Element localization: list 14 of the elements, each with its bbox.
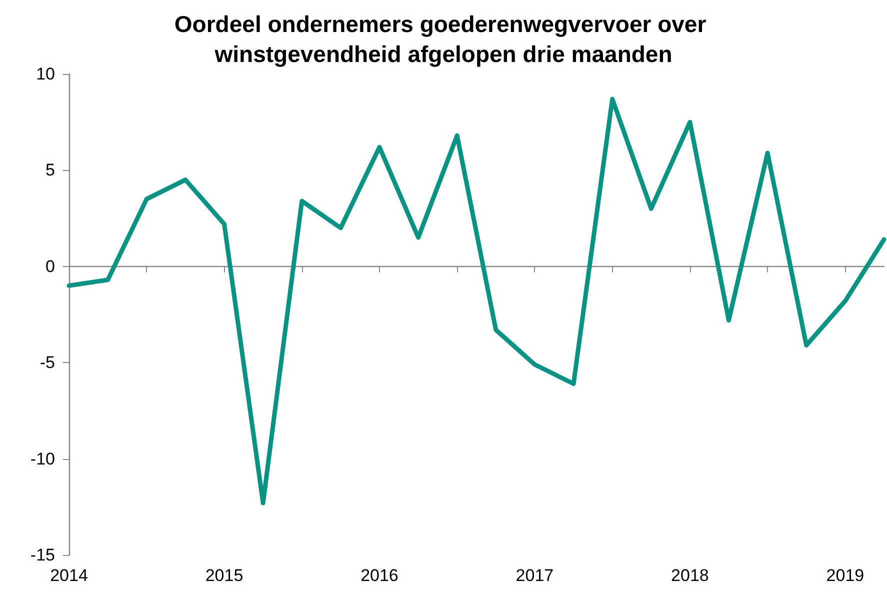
y-tick-label: -15	[30, 546, 55, 564]
y-tick-label: -5	[40, 353, 55, 372]
y-tick-label: -10	[30, 449, 55, 468]
x-tick-label: 2016	[360, 566, 398, 585]
x-tick-label: 2019	[826, 566, 864, 585]
chart-title: Oordeel ondernemers goederenwegvervoer over winstgevendheid afgelopen drie maanden	[174, 11, 713, 67]
y-tick-label: 5	[46, 160, 55, 180]
y-tick-label: 10	[36, 64, 55, 84]
x-tick-label: 2018	[671, 566, 709, 585]
y-tick-label: 0	[46, 256, 55, 276]
x-tick-label: 2015	[205, 566, 244, 585]
x-tick-label: 2017	[516, 566, 554, 585]
line-series	[66, 96, 886, 506]
x-tick-label: 2014	[50, 566, 88, 585]
